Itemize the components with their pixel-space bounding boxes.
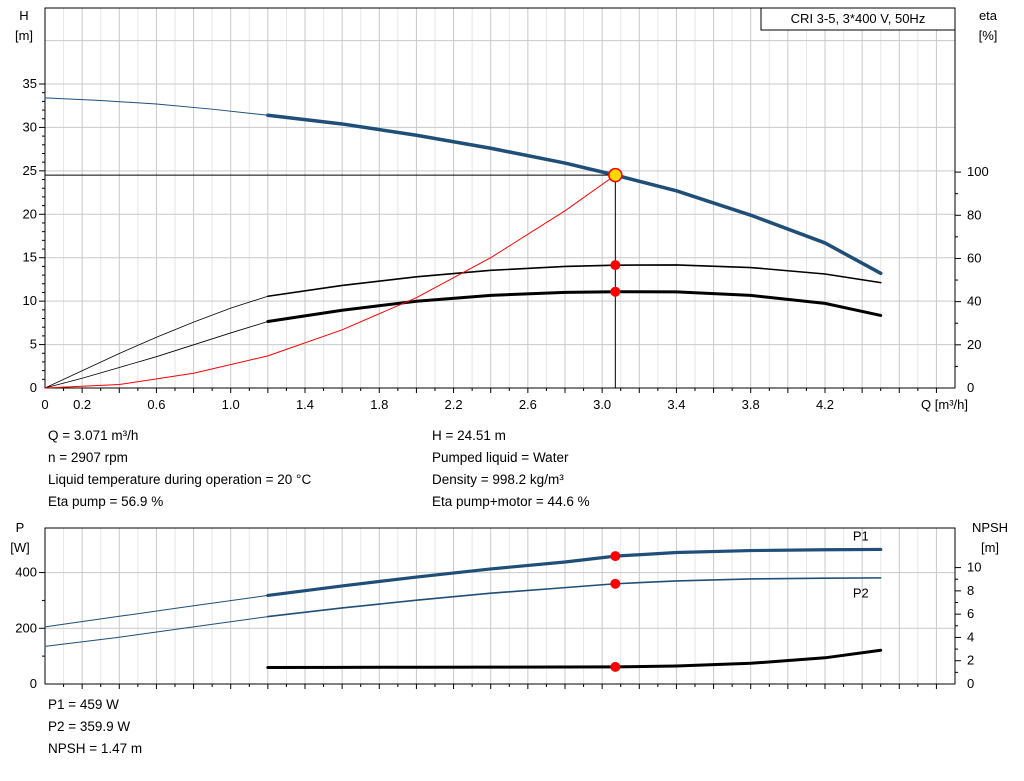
chart-title: CRI 3-5, 3*400 V, 50Hz — [791, 11, 926, 26]
y-left-axis-label: [W] — [10, 540, 30, 555]
p1-marker — [610, 551, 621, 562]
y-right-tick-label: 40 — [967, 294, 981, 309]
y-right-axis-label: [m] — [981, 540, 999, 555]
x-tick-label: 2.6 — [519, 397, 537, 412]
hq-curve — [266, 113, 883, 276]
hq-curve-thin — [44, 97, 269, 116]
power-npsh-info: P1 = 459 W P2 = 359.9 W NPSH = 1.47 m — [48, 694, 432, 760]
duty-info-right-column: H = 24.51 m Pumped liquid = Water Densit… — [432, 425, 816, 513]
y-right-axis-label: [%] — [979, 28, 998, 43]
x-tick-label: 3.0 — [593, 397, 611, 412]
p1-curve-thin — [44, 594, 269, 628]
speed-value: n = 2907 rpm — [48, 450, 128, 465]
y-right-tick-label: 6 — [967, 606, 974, 621]
x-tick-label: 0.6 — [147, 397, 165, 412]
flow-value: Q = 3.071 m³/h — [48, 428, 139, 443]
duty-point-marker — [608, 167, 623, 183]
y-right-tick-label: 2 — [967, 653, 974, 668]
y-right-tick-label: 80 — [967, 207, 981, 222]
npsh-marker — [610, 661, 621, 672]
y-right-tick-label: 20 — [967, 337, 981, 352]
p2-value: P2 = 359.9 W — [48, 719, 131, 734]
system-curve — [44, 174, 616, 389]
y-right-tick-label: 100 — [967, 164, 989, 179]
x-axis-label: Q [m³/h] — [921, 397, 968, 412]
head-value: H = 24.51 m — [432, 428, 506, 443]
y-left-tick-label: 400 — [15, 565, 37, 580]
y-left-tick-label: 5 — [30, 337, 37, 352]
y-right-tick-label: 8 — [967, 583, 974, 598]
x-tick-label: 4.2 — [816, 397, 834, 412]
y-left-tick-label: 200 — [15, 620, 37, 635]
y-right-tick-label: 0 — [967, 380, 974, 395]
x-tick-label: 3.8 — [742, 397, 760, 412]
y-right-tick-label: 0 — [967, 676, 974, 691]
y-left-axis-label: [m] — [15, 28, 33, 43]
npsh-curve — [266, 648, 883, 669]
series-label-p1: P1 — [853, 529, 869, 544]
eta-pump-value: Eta pump = 56.9 % — [48, 494, 164, 509]
qh-eta-chart: 0 0.2 0.6 1.0 1.4 1.8 2.2 2.6 3.0 3.4 3.8 4.2 0 5 10 15… — [15, 7, 998, 412]
y-left-tick-label: 35 — [23, 76, 37, 91]
eta-pump-motor-marker — [610, 286, 621, 297]
y-right-tick-label: 4 — [967, 629, 974, 644]
chart-title-box — [760, 7, 956, 31]
y-right-axis-label: NPSH — [972, 520, 1008, 535]
y-left-tick-label: 0 — [30, 676, 37, 691]
x-tick-label: 3.4 — [667, 397, 685, 412]
y-left-tick-label: 30 — [23, 119, 37, 134]
series-label-p2: P2 — [853, 586, 869, 601]
x-tick-label: 1.8 — [370, 397, 388, 412]
eta-pump-motor-thin — [44, 321, 269, 389]
y-left-axis-label: P — [16, 520, 25, 535]
p2-marker — [610, 578, 621, 589]
duty-info-left-column: Q = 3.071 m³/h n = 2907 rpm Liquid tempe… — [48, 425, 432, 513]
eta-pump-marker — [610, 260, 621, 271]
power-info-column: P1 = 459 W P2 = 359.9 W NPSH = 1.47 m — [48, 694, 432, 760]
eta-pump-curve — [267, 264, 882, 298]
duty-point-info: Q = 3.071 m³/h n = 2907 rpm Liquid tempe… — [48, 425, 816, 513]
y-left-tick-label: 15 — [23, 250, 37, 265]
x-tick-label: 1.4 — [296, 397, 314, 412]
y-left-tick-label: 0 — [30, 380, 37, 395]
x-tick-label: 1.0 — [222, 397, 240, 412]
y-left-tick-label: 10 — [23, 293, 37, 308]
p2-curve — [267, 577, 882, 618]
p2-curve-thin — [44, 616, 269, 647]
y-left-tick-label: 25 — [23, 163, 37, 178]
eta-pump-motor-value: Eta pump+motor = 44.6 % — [432, 494, 590, 509]
y-right-tick-label: 10 — [967, 560, 981, 575]
y-right-tick-label: 60 — [967, 250, 981, 265]
plot-frame — [44, 7, 956, 389]
eta-pump-motor-curve — [266, 290, 883, 323]
y-left-tick-label: 20 — [23, 206, 37, 221]
npsh-value: NPSH = 1.47 m — [48, 741, 143, 756]
y-left-axis-label: H — [19, 8, 28, 23]
p1-curve — [266, 547, 883, 598]
plot-frame — [44, 527, 956, 685]
eta-pump-thin — [44, 295, 269, 389]
x-tick-label: 0 — [41, 397, 48, 412]
p1-value: P1 = 459 W — [48, 697, 119, 712]
x-tick-label: 2.2 — [445, 397, 463, 412]
liquid-temperature-value: Liquid temperature during operation = 20… — [48, 472, 312, 487]
density-value: Density = 998.2 kg/m³ — [432, 472, 564, 487]
pumped-liquid-value: Pumped liquid = Water — [432, 450, 569, 465]
power-npsh-chart: 0 200 400 0 2 4 6 8 10 P [W] NPSH [m] P1 P2 — [10, 520, 1008, 691]
y-right-axis-label: eta — [979, 8, 998, 23]
x-tick-label: 0.2 — [73, 397, 91, 412]
